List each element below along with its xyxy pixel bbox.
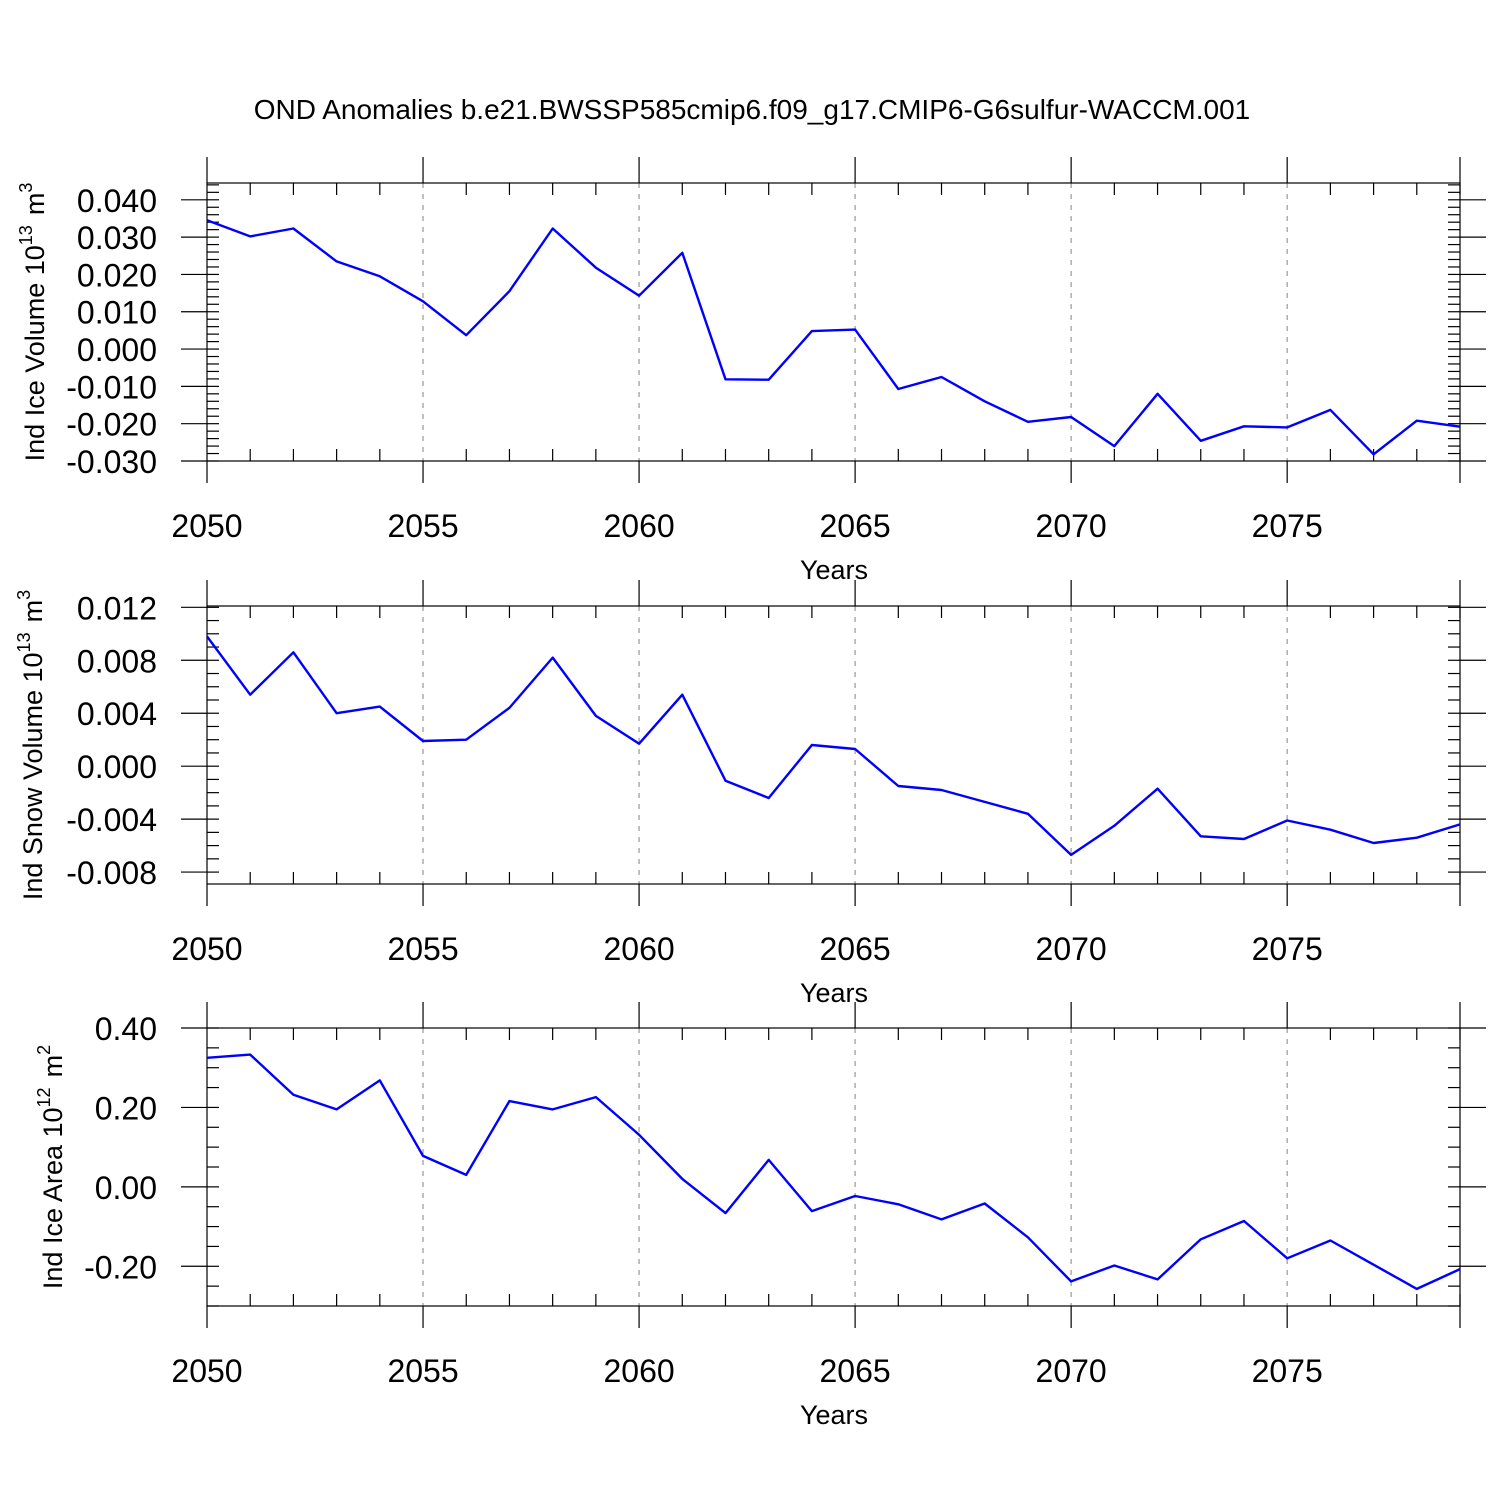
x-tick-label: 2055 — [387, 1353, 458, 1389]
y-tick-label: 0.000 — [77, 332, 157, 368]
y-axis-title-exp: 13 — [14, 632, 34, 652]
y-tick-label: 0.008 — [77, 643, 157, 679]
y-tick-label: 0.000 — [77, 749, 157, 785]
x-tick-label: 2055 — [387, 508, 458, 544]
x-tick-label: 2075 — [1252, 1353, 1323, 1389]
y-axis-title: Ind Ice Volume 1013 m3 — [16, 183, 50, 462]
x-tick-label: 2070 — [1036, 931, 1107, 967]
chart-title: OND Anomalies b.e21.BWSSP585cmip6.f09_g1… — [254, 94, 1251, 125]
x-tick-label: 2055 — [387, 931, 458, 967]
x-tick-label: 2070 — [1036, 1353, 1107, 1389]
y-tick-label: 0.20 — [95, 1090, 157, 1126]
x-axis-title: Years — [800, 1400, 868, 1430]
y-axis-title-unit: m — [20, 193, 50, 216]
y-tick-label: -0.020 — [66, 407, 157, 443]
y-tick-label: 0.020 — [77, 257, 157, 293]
x-tick-label: 2070 — [1036, 508, 1107, 544]
x-tick-label: 2065 — [820, 508, 891, 544]
panel-3: 2050 2055 2060 2065 2070 2075 0.40 0.20 0.00 -0.2… — [34, 1002, 1486, 1430]
x-tick-label: 2050 — [171, 508, 242, 544]
y-axis-title-unit-exp: 3 — [14, 590, 34, 600]
y-tick-label: 0.40 — [95, 1011, 157, 1047]
panel-1: 2050 2055 2060 2065 2070 20750.0400.0300.0200… — [16, 157, 1486, 585]
y-tick-label: -0.008 — [66, 855, 157, 891]
y-tick-label: -0.20 — [84, 1249, 157, 1285]
x-tick-label: 2075 — [1252, 931, 1323, 967]
y-tick-label: -0.030 — [66, 444, 157, 480]
plot-frame — [206, 1027, 1461, 1307]
y-axis-title: Ind Ice Area 1012 m2 — [34, 1045, 68, 1289]
y-axis-title: Ind Snow Volume 1013 m3 — [14, 590, 48, 900]
x-tick-label: 2065 — [820, 1353, 891, 1389]
x-tick-label: 2060 — [603, 931, 674, 967]
y-tick-label: -0.010 — [66, 369, 157, 405]
x-tick-label: 2050 — [171, 1353, 242, 1389]
y-axis-title-unit-exp: 2 — [34, 1045, 54, 1055]
x-tick-label: 2075 — [1252, 508, 1323, 544]
y-axis-title-unit: m — [18, 600, 48, 623]
y-tick-label: 0.040 — [77, 183, 157, 219]
x-tick-label: 2050 — [171, 931, 242, 967]
y-tick-label: 0.030 — [77, 220, 157, 256]
y-axis-title-exp: 13 — [16, 225, 36, 245]
y-tick-label: 0.012 — [77, 590, 157, 626]
plot-frame — [206, 605, 1461, 885]
y-tick-label: 0.00 — [95, 1170, 157, 1206]
series-line — [206, 1053, 1461, 1291]
x-tick-label: 2065 — [820, 931, 891, 967]
series-line — [206, 635, 1461, 857]
y-axis-title-unit-exp: 3 — [16, 183, 36, 193]
y-axis-title-exp: 12 — [34, 1087, 54, 1107]
y-axis-title-main: Ind Snow Volume 10 — [18, 652, 48, 900]
y-tick-label: 0.010 — [77, 295, 157, 331]
y-axis-title-main: Ind Ice Volume 10 — [20, 245, 50, 461]
y-tick-label: 0.004 — [77, 696, 157, 732]
x-axis-title: Years — [800, 555, 868, 585]
y-tick-label: -0.004 — [66, 802, 157, 838]
series-line — [206, 219, 1461, 456]
x-tick-label: 2060 — [603, 508, 674, 544]
y-axis-title-main: Ind Ice Area 10 — [38, 1107, 68, 1289]
x-tick-label: 2060 — [603, 1353, 674, 1389]
panels: 2050 2055 2060 2065 2070 20750.0400.0300.0200… — [14, 157, 1486, 1430]
y-axis-title-unit: m — [38, 1055, 68, 1078]
x-axis-title: Years — [800, 978, 868, 1008]
panel-2: 2050 2055 2060 2065 2070 2075 0.012 0.008 0.004 0… — [14, 580, 1486, 1008]
plot-frame — [206, 182, 1461, 462]
